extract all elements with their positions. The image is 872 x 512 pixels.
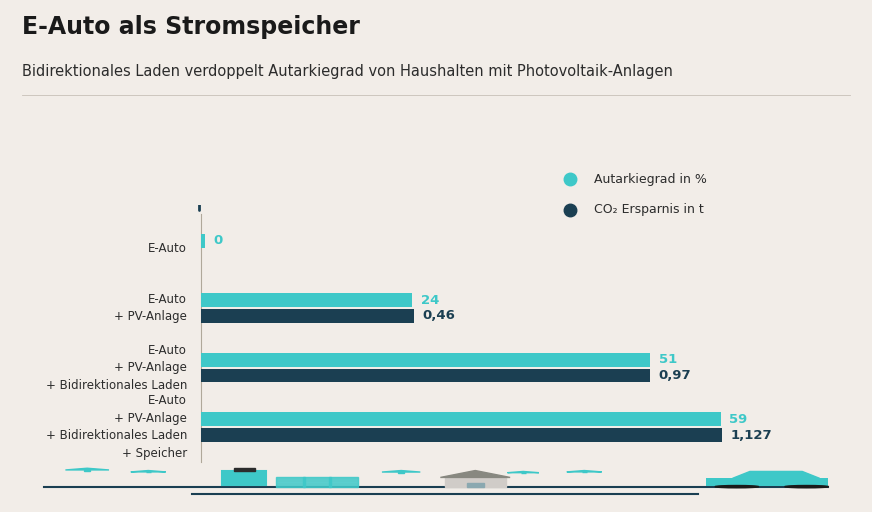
Bar [276, 477, 305, 486]
Text: E-Auto
+ PV-Anlage
+ Bidirektionales Laden: E-Auto + PV-Anlage + Bidirektionales Lad… [46, 344, 187, 392]
Polygon shape [508, 472, 539, 473]
Text: 59: 59 [729, 413, 747, 426]
Text: 0,46: 0,46 [422, 309, 455, 323]
Bar [84, 470, 91, 471]
Circle shape [715, 485, 759, 488]
Bar [329, 477, 358, 486]
Bar [303, 477, 331, 486]
Polygon shape [732, 472, 820, 478]
Circle shape [785, 485, 828, 488]
Polygon shape [440, 471, 510, 477]
Text: 51: 51 [658, 353, 677, 367]
Bar [201, 293, 412, 307]
Circle shape [178, 191, 220, 197]
Bar [225, 481, 263, 483]
Text: Bidirektionales Laden verdoppelt Autarkiegrad von Haushalten mit Photovoltaik-An: Bidirektionales Laden verdoppelt Autarki… [22, 64, 672, 79]
Text: E-Auto als Stromspeicher: E-Auto als Stromspeicher [22, 15, 359, 39]
Bar [706, 478, 828, 486]
Text: 24: 24 [421, 294, 439, 307]
Text: 0,97: 0,97 [658, 369, 691, 382]
Bar [467, 482, 484, 486]
Bar [225, 477, 263, 480]
Bar [445, 477, 506, 486]
Text: 0: 0 [213, 234, 222, 247]
Bar [201, 428, 722, 442]
Text: CO₂ Ersparnis in t: CO₂ Ersparnis in t [594, 203, 704, 217]
Polygon shape [382, 471, 420, 472]
Bar [201, 353, 651, 367]
Polygon shape [131, 471, 166, 472]
Bar [201, 309, 414, 323]
Polygon shape [65, 468, 109, 470]
Text: Autarkiegrad in %: Autarkiegrad in % [594, 173, 706, 186]
Text: E-Auto
+ PV-Anlage: E-Auto + PV-Anlage [114, 293, 187, 324]
Bar [201, 234, 205, 248]
Bar [201, 413, 721, 426]
Bar [201, 369, 650, 382]
Bar [222, 471, 266, 485]
Text: E-Auto: E-Auto [148, 242, 187, 255]
Text: E-Auto
+ PV-Anlage
+ Bidirektionales Laden
+ Speicher: E-Auto + PV-Anlage + Bidirektionales Lad… [46, 394, 187, 460]
Polygon shape [567, 471, 602, 472]
Text: 1,127: 1,127 [731, 429, 773, 441]
Bar [234, 468, 255, 471]
Bar [225, 474, 263, 477]
